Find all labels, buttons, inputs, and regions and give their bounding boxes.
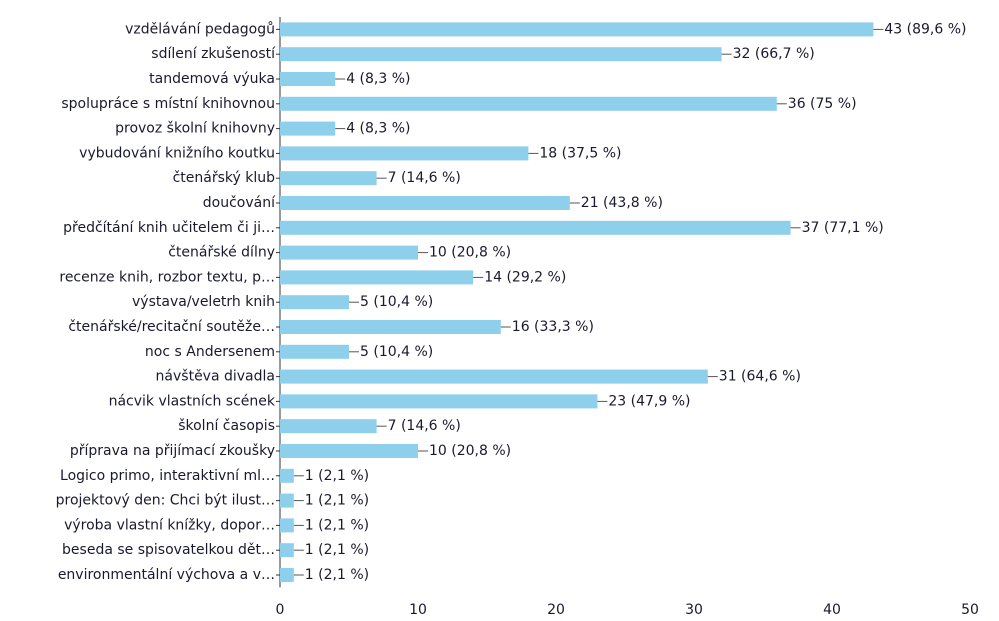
bar bbox=[280, 468, 294, 483]
value-label: 37 (77,1 %) bbox=[802, 220, 884, 236]
y-tick-label: vybudování knižního koutku bbox=[79, 145, 275, 161]
bar bbox=[280, 518, 294, 533]
y-tick-label: čtenářské dílny bbox=[168, 245, 275, 261]
y-tick-label: provoz školní knihovny bbox=[115, 121, 275, 137]
value-label: 23 (47,9 %) bbox=[608, 393, 690, 409]
bar bbox=[280, 22, 874, 37]
x-tick-label: 50 bbox=[961, 602, 979, 618]
y-tick-label: beseda se spisovatelkou dět… bbox=[62, 542, 275, 558]
x-tick-label: 0 bbox=[276, 602, 285, 618]
value-label: 18 (37,5 %) bbox=[539, 145, 621, 161]
bar bbox=[280, 444, 418, 458]
bar bbox=[280, 419, 377, 434]
value-label: 36 (75 %) bbox=[788, 96, 857, 112]
y-tick-label: návštěva divadla bbox=[156, 369, 275, 385]
bar bbox=[280, 568, 294, 582]
value-label: 16 (33,3 %) bbox=[512, 319, 594, 335]
y-tick-label: příprava na přijímací zkoušky bbox=[70, 443, 275, 459]
y-tick-label: recenze knih, rozbor textu, p… bbox=[59, 269, 275, 285]
x-tick-label: 30 bbox=[685, 602, 703, 618]
value-label: 4 (8,3 %) bbox=[346, 121, 410, 137]
value-label: 10 (20,8 %) bbox=[429, 443, 511, 459]
bar bbox=[280, 171, 377, 186]
bar bbox=[280, 270, 474, 285]
bar bbox=[280, 493, 294, 508]
bar bbox=[280, 72, 336, 86]
value-label: 1 (2,1 %) bbox=[305, 567, 369, 583]
value-label: 1 (2,1 %) bbox=[305, 542, 369, 558]
y-tick-label: výroba vlastní knížky, dopor… bbox=[64, 517, 275, 533]
y-tick-label: doučování bbox=[203, 195, 276, 211]
bar bbox=[280, 96, 777, 111]
bar bbox=[280, 543, 294, 558]
y-tick-label: čtenářské/recitační soutěže… bbox=[68, 319, 275, 335]
bar bbox=[280, 47, 722, 62]
bar bbox=[280, 394, 598, 409]
y-tick-label: sdílení zkušeností bbox=[151, 46, 276, 62]
y-tick-label: noc s Andersenem bbox=[145, 344, 275, 360]
value-label: 1 (2,1 %) bbox=[305, 493, 369, 509]
bar bbox=[280, 146, 529, 161]
value-label: 4 (8,3 %) bbox=[346, 71, 410, 87]
bar bbox=[280, 369, 708, 384]
x-tick-label: 20 bbox=[547, 602, 565, 618]
bar bbox=[280, 196, 570, 210]
x-tick-label: 10 bbox=[409, 602, 427, 618]
value-label: 32 (66,7 %) bbox=[733, 46, 815, 62]
bar bbox=[280, 245, 418, 260]
bar bbox=[280, 220, 791, 235]
y-tick-label: školní časopis bbox=[178, 418, 275, 434]
y-tick-label: tandemová výuka bbox=[149, 71, 275, 87]
y-tick-label: předčítání knih učitelem či ji… bbox=[63, 220, 275, 236]
y-tick-label: nácvik vlastních scének bbox=[109, 393, 276, 409]
value-label: 7 (14,6 %) bbox=[388, 418, 461, 434]
value-label: 14 (29,2 %) bbox=[484, 269, 566, 285]
y-tick-label: environmentální výchova a v… bbox=[58, 567, 275, 583]
y-tick-label: projektový den: Chci být ilust… bbox=[56, 493, 275, 509]
value-label: 1 (2,1 %) bbox=[305, 517, 369, 533]
value-label: 5 (10,4 %) bbox=[360, 294, 433, 310]
y-tick-label: výstava/veletrh knih bbox=[132, 294, 275, 310]
value-label: 43 (89,6 %) bbox=[884, 21, 966, 37]
y-tick-label: Logico primo, interaktivní ml… bbox=[60, 468, 275, 484]
x-tick-label: 40 bbox=[823, 602, 841, 618]
value-label: 1 (2,1 %) bbox=[305, 468, 369, 484]
y-tick-label: spolupráce s místní knihovnou bbox=[61, 96, 275, 112]
value-label: 31 (64,6 %) bbox=[719, 369, 801, 385]
y-tick-label: vzdělávání pedagogů bbox=[125, 21, 275, 37]
value-label: 5 (10,4 %) bbox=[360, 344, 433, 360]
value-label: 10 (20,8 %) bbox=[429, 245, 511, 261]
bar bbox=[280, 295, 349, 310]
y-tick-label: čtenářský klub bbox=[173, 170, 276, 186]
value-label: 21 (43,8 %) bbox=[581, 195, 663, 211]
bar bbox=[280, 320, 501, 334]
bar bbox=[280, 121, 336, 136]
value-label: 7 (14,6 %) bbox=[388, 170, 461, 186]
bar bbox=[280, 344, 349, 359]
